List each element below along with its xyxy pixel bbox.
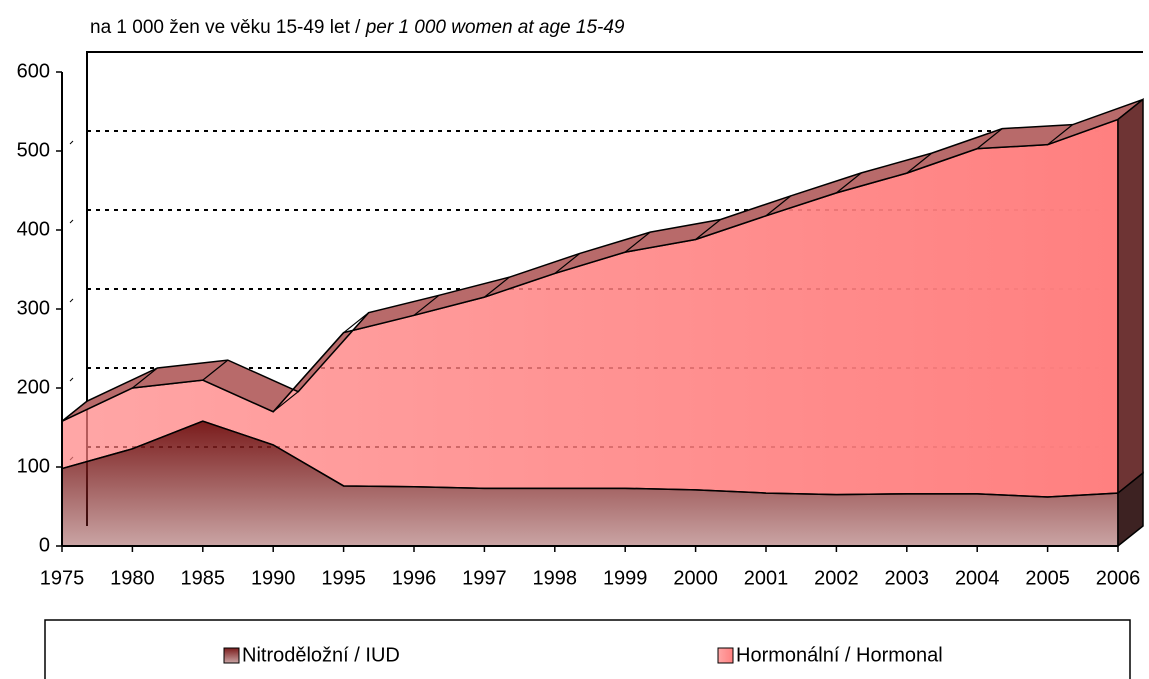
ridge — [765, 195, 792, 217]
legend-swatch — [223, 647, 240, 664]
y-tick-label: 100 — [17, 455, 50, 477]
x-tick-label: 2006 — [1096, 567, 1141, 589]
ridge — [413, 294, 440, 316]
ridge — [695, 219, 721, 240]
legend-label: Nitroděložní / IUD — [242, 644, 400, 666]
side-iud — [1117, 471, 1144, 548]
ridge — [132, 367, 158, 389]
x-tick-label: 2003 — [885, 567, 930, 589]
x-tick-label: 2005 — [1025, 567, 1070, 589]
x-tick-label: 1990 — [251, 567, 296, 589]
x-tick-label: 1998 — [533, 567, 578, 589]
x-tick-label: 1980 — [110, 567, 155, 589]
ridge — [343, 312, 369, 334]
x-tick-label: 1996 — [392, 567, 437, 589]
grid-connector — [69, 219, 74, 224]
ridge — [836, 172, 862, 194]
grid-connector — [69, 377, 74, 382]
x-tick-label: 2004 — [955, 567, 1000, 589]
x-tick-label: 1999 — [603, 567, 648, 589]
ridge — [554, 252, 581, 274]
x-tick-label: 1985 — [181, 567, 226, 589]
x-tick-label: 2001 — [744, 567, 789, 589]
title-cz: na 1 000 žen ve věku 15-49 let / — [90, 17, 361, 38]
grid-connector — [69, 140, 74, 145]
legend-swatch — [717, 647, 734, 664]
side-hormonal — [1117, 97, 1144, 495]
ridge — [484, 276, 510, 298]
ridge — [61, 400, 88, 422]
y-tick-label: 500 — [17, 139, 50, 161]
legend-label: Hormonální / Hormonal — [736, 644, 943, 666]
y-tick-label: 400 — [17, 218, 50, 240]
x-tick-label: 1975 — [40, 567, 85, 589]
x-tick-label: 1997 — [462, 567, 507, 589]
grid-connector — [69, 298, 74, 303]
x-tick-label: 2002 — [814, 567, 859, 589]
chart-title: na 1 000 žen ve věku 15-49 let / per 1 0… — [90, 17, 625, 38]
y-tick-label: 0 — [39, 534, 50, 556]
ridge — [202, 359, 229, 381]
y-tick-label: 600 — [17, 60, 50, 82]
ridge — [906, 152, 933, 174]
legend-box — [44, 619, 1131, 679]
x-tick-label: 1995 — [321, 567, 366, 589]
ridge — [624, 231, 651, 253]
x-tick-label: 2000 — [673, 567, 718, 589]
ridge — [1047, 124, 1073, 146]
y-tick-label: 200 — [17, 376, 50, 398]
ridge — [976, 128, 1003, 150]
y-tick-label: 300 — [17, 297, 50, 319]
title-en: per 1 000 women at age 15-49 — [365, 17, 625, 38]
ridge — [272, 391, 299, 413]
